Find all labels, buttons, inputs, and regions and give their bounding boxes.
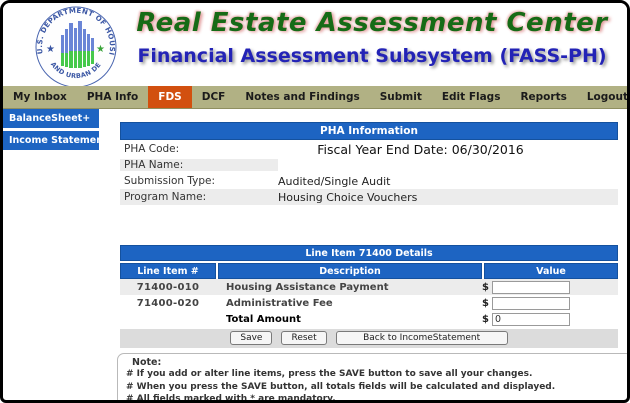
nav-item-logout[interactable]: Logout bbox=[586, 91, 628, 103]
line-item-table-title: Line Item 71400 Details bbox=[120, 245, 618, 261]
total-amount-row: Total Amount $ bbox=[120, 311, 618, 327]
administrative-fee-input[interactable] bbox=[491, 296, 570, 310]
line-item-details-table: Line Item 71400 Details Line Item # Desc… bbox=[120, 245, 618, 348]
line-item-number: 71400-020 bbox=[136, 297, 200, 309]
currency-symbol: $ bbox=[482, 313, 489, 325]
line-item-description: Housing Assistance Payment bbox=[226, 281, 389, 293]
sidebar: BalanceSheet+ Income Statement+ bbox=[3, 109, 116, 153]
submission-type-value: Audited/Single Audit bbox=[278, 174, 391, 188]
submission-type-label: Submission Type: bbox=[124, 175, 216, 187]
note-box: Note: # If you add or alter line items, … bbox=[117, 353, 627, 403]
line-item-table-header: Line Item # Description Value bbox=[120, 263, 618, 279]
table-row: 71400-010 Housing Assistance Payment $ bbox=[120, 279, 618, 295]
nav-item-fds[interactable]: FDS bbox=[148, 86, 192, 108]
pha-name-label: PHA Name: bbox=[120, 159, 278, 171]
header: U.S. DEPARTMENT OF HOUSING AND URBAN DEV… bbox=[3, 3, 627, 88]
sidebar-item-balance-sheet[interactable]: BalanceSheet+ bbox=[3, 109, 99, 128]
nav-item-my-inbox[interactable]: My Inbox bbox=[13, 91, 67, 103]
nav-item-notes-and-findings[interactable]: Notes and Findings bbox=[245, 91, 360, 103]
pha-code-label: PHA Code: bbox=[124, 143, 180, 155]
program-name-label: Program Name: bbox=[124, 191, 207, 203]
main-content: PHA Information PHA Code: Fiscal Year En… bbox=[117, 122, 627, 400]
note-title: Note: bbox=[132, 357, 162, 368]
hud-seal-logo: U.S. DEPARTMENT OF HOUSING AND URBAN DEV… bbox=[34, 5, 117, 88]
line-item-description: Administrative Fee bbox=[226, 297, 333, 309]
column-header-value: Value bbox=[484, 263, 618, 279]
nav-item-edit-flags[interactable]: Edit Flags bbox=[441, 91, 501, 103]
currency-symbol: $ bbox=[482, 297, 489, 309]
back-to-income-statement-button[interactable]: Back to IncomeStatement bbox=[335, 331, 508, 345]
title-block: Real Estate Assessment Center Financial … bbox=[121, 8, 623, 67]
column-header-line-item: Line Item # bbox=[120, 263, 216, 279]
pha-code-row: PHA Code: Fiscal Year End Date: 06/30/20… bbox=[120, 141, 618, 157]
nav-item-submit[interactable]: Submit bbox=[379, 91, 422, 103]
nav-item-reports[interactable]: Reports bbox=[520, 91, 567, 103]
sidebar-item-income-statement[interactable]: Income Statement+ bbox=[3, 131, 116, 150]
total-amount-input[interactable] bbox=[491, 312, 570, 326]
program-name-row: Program Name: Housing Choice Vouchers bbox=[120, 189, 618, 205]
pha-information-table: PHA Code: Fiscal Year End Date: 06/30/20… bbox=[120, 141, 618, 205]
pha-information-header: PHA Information bbox=[120, 122, 618, 140]
line-item-number: 71400-010 bbox=[136, 281, 200, 293]
total-amount-label: Total Amount bbox=[226, 313, 301, 325]
table-row: 71400-020 Administrative Fee $ bbox=[120, 295, 618, 311]
pha-name-row: PHA Name: bbox=[120, 157, 618, 173]
note-line: # When you press the SAVE button, all to… bbox=[126, 381, 556, 392]
page-title: Real Estate Assessment Center bbox=[136, 8, 608, 38]
nav-item-dcf[interactable]: DCF bbox=[201, 91, 226, 103]
svg-text:★: ★ bbox=[46, 44, 55, 55]
housing-assistance-payment-input[interactable] bbox=[491, 280, 570, 294]
main-nav: My Inbox PHA Info FDS DCF Notes and Find… bbox=[3, 86, 627, 109]
svg-text:★: ★ bbox=[96, 44, 105, 55]
table-button-bar: Save Reset Back to IncomeStatement bbox=[120, 329, 618, 348]
reset-button[interactable]: Reset bbox=[281, 331, 327, 345]
column-header-description: Description bbox=[218, 263, 482, 279]
currency-symbol: $ bbox=[482, 281, 489, 293]
note-line: # If you add or alter line items, press … bbox=[126, 369, 533, 379]
note-line: # All fields marked with * are mandatory… bbox=[126, 394, 336, 403]
save-button[interactable]: Save bbox=[230, 331, 273, 345]
page-subtitle: Financial Assessment Subsystem (FASS-PH) bbox=[137, 45, 607, 67]
fiscal-year-end-date: Fiscal Year End Date: 06/30/2016 bbox=[317, 141, 524, 157]
program-name-value: Housing Choice Vouchers bbox=[278, 190, 418, 204]
nav-item-pha-info[interactable]: PHA Info bbox=[86, 91, 139, 103]
submission-type-row: Submission Type: Audited/Single Audit bbox=[120, 173, 618, 189]
